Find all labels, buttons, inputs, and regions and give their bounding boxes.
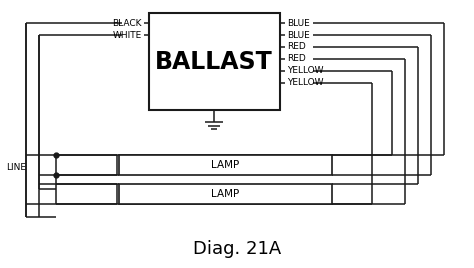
Text: BLUE: BLUE [287, 19, 310, 28]
Text: LAMP: LAMP [211, 189, 240, 199]
Bar [148, 13, 280, 110]
Text: YELLOW: YELLOW [287, 78, 323, 87]
Text: RED: RED [287, 54, 305, 63]
Text: BLUE: BLUE [287, 31, 310, 40]
Text: WHITE: WHITE [112, 31, 142, 40]
Bar [118, 155, 332, 174]
Text: BALLAST: BALLAST [155, 50, 273, 74]
Text: LINE: LINE [6, 163, 26, 172]
Text: YELLOW: YELLOW [287, 66, 323, 75]
Bar [118, 184, 332, 204]
Text: LAMP: LAMP [211, 160, 240, 170]
Text: RED: RED [287, 42, 305, 51]
Text: Diag. 21A: Diag. 21A [193, 240, 281, 258]
Text: BLACK: BLACK [112, 19, 142, 28]
